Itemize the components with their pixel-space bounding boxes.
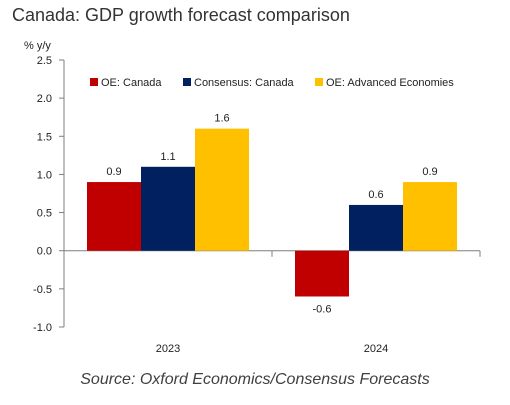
source-note: Source: Oxford Economics/Consensus Forec…: [80, 371, 430, 388]
data-label: 0.6: [368, 189, 383, 201]
bar: [141, 166, 195, 251]
y-tick-label: 2.5: [37, 55, 52, 67]
y-tick-label: 1.5: [37, 131, 52, 143]
chart-title: Canada: GDP growth forecast comparison: [12, 5, 350, 25]
legend-label: OE: Canada: [101, 77, 162, 89]
y-tick-label: -0.5: [33, 284, 52, 296]
bar: [349, 204, 403, 251]
bar: [403, 182, 457, 251]
y-axis-unit-label: % y/y: [24, 40, 51, 52]
data-label: 0.9: [422, 166, 437, 178]
x-tick-label: 2024: [364, 343, 388, 355]
bar: [87, 182, 141, 251]
legend-label: OE: Advanced Economies: [326, 77, 454, 89]
data-label: -0.6: [313, 303, 332, 315]
data-label: 1.6: [214, 113, 229, 125]
bar: [295, 250, 349, 297]
x-tick-label: 2023: [156, 343, 180, 355]
y-tick-label: 0.5: [37, 208, 52, 220]
y-tick-label: 2.0: [37, 93, 52, 105]
legend-swatch: [315, 78, 323, 86]
y-tick-label: 1.0: [37, 169, 52, 181]
legend-swatch: [183, 78, 191, 86]
y-tick-label: -1.0: [33, 322, 52, 334]
legend-swatch: [90, 78, 98, 86]
legend-label: Consensus: Canada: [194, 77, 295, 89]
y-tick-label: 0.0: [37, 246, 52, 258]
data-label: 0.9: [106, 166, 121, 178]
data-label: 1.1: [160, 151, 175, 163]
bar: [195, 128, 249, 251]
